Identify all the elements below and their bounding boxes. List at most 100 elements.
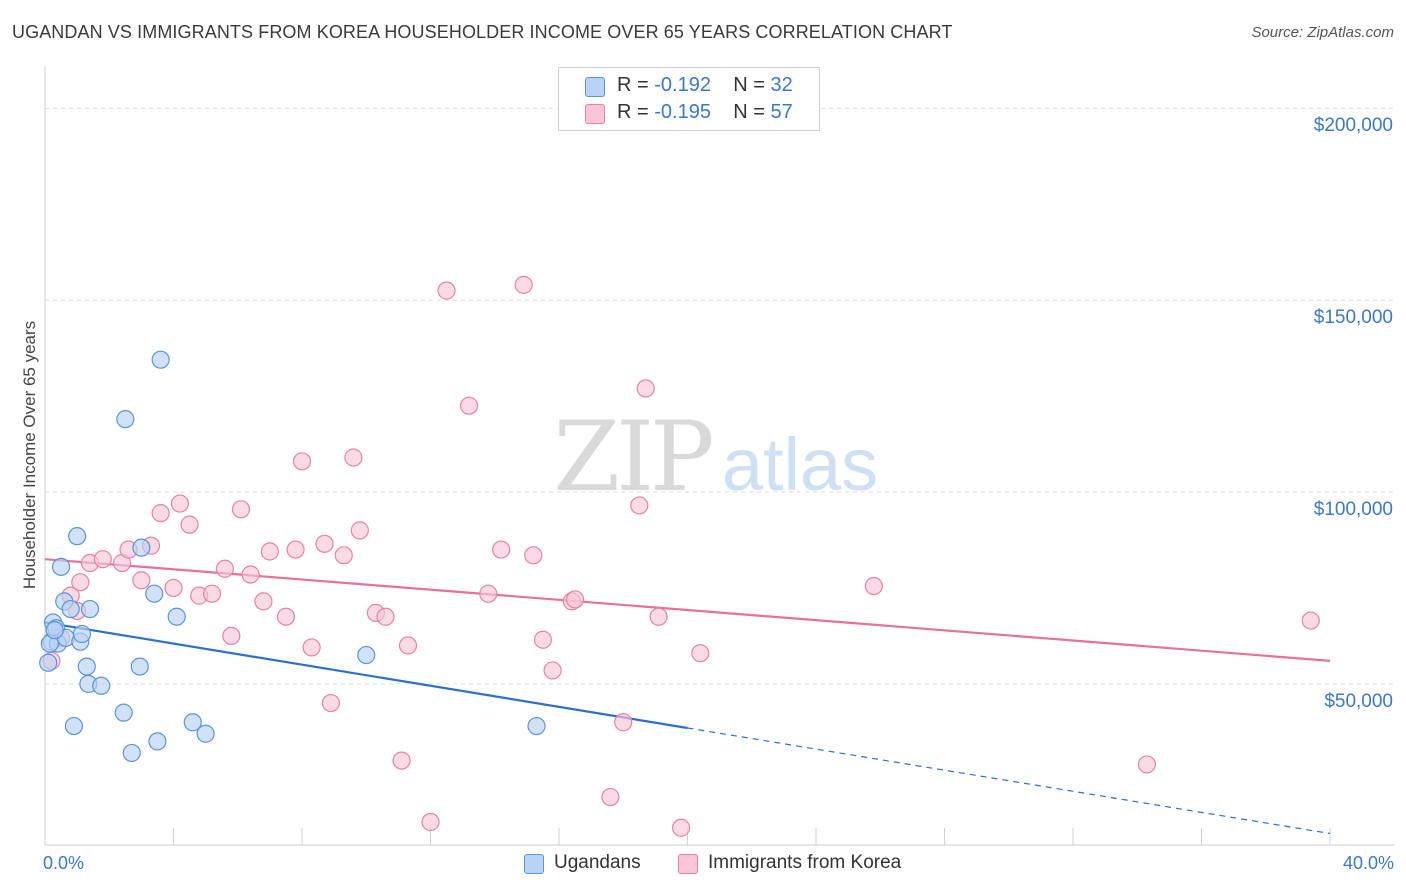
y-tick-label: $200,000 [1313,115,1393,137]
point-korea [231,500,251,519]
legend-n-value-korea: 57 [770,101,793,123]
point-korea [492,540,511,559]
correlation-legend: R = -0.192 N = 32 R = -0.195 N = 57 [558,67,820,131]
series-swatch-korea [678,854,698,874]
point-korea [321,693,341,713]
source-label: Source: ZipAtlas.com [1251,24,1394,41]
grid-lines [45,107,1395,685]
point-korea [164,578,183,598]
y-tick-label: $50,000 [1324,690,1393,712]
point-korea [260,542,279,561]
point-ugandans [77,657,96,676]
point-ugandans [116,410,135,429]
point-ugandans [196,724,215,743]
point-ugandans [183,713,202,732]
point-ugandans [145,584,164,603]
point-korea [864,576,883,596]
point-korea [614,713,633,732]
point-korea [636,379,655,398]
point-ugandans [68,527,87,546]
point-korea [334,546,353,565]
point-korea [543,661,562,680]
point-ugandans [148,732,167,751]
point-korea [630,496,649,515]
point-ugandans [39,653,58,672]
point-korea [533,630,553,649]
point-ugandans [92,676,111,695]
point-korea [1137,755,1156,774]
point-ugandans [357,645,376,665]
point-korea [350,521,369,540]
point-ugandans [45,621,64,640]
legend-r-value-ugandans: -0.192 [654,74,711,96]
chart-title: UGANDAN VS IMMIGRANTS FROM KOREA HOUSEHO… [12,22,953,42]
point-korea [292,452,312,471]
trend-line-ugandans [44,621,688,730]
trend-line-ugandans-projection [687,727,1331,835]
point-korea [93,550,112,569]
x-tick-label: 40.0% [1342,853,1394,873]
point-korea [286,540,305,559]
point-korea [479,584,498,603]
point-korea [241,565,260,584]
point-ugandans [132,538,151,557]
point-ugandans [80,599,100,619]
watermark-zip: ZIP [553,401,712,513]
point-ugandans [72,624,92,644]
point-korea [132,571,151,590]
point-korea [215,559,234,578]
point-korea [315,534,334,553]
point-korea [459,396,479,415]
y-axis-label: Householder Income Over 65 years [20,320,39,590]
y-tick-label: $150,000 [1313,307,1393,329]
point-korea [671,818,691,837]
point-korea [524,546,543,565]
trend-lines [44,558,1331,835]
axes [44,66,1395,846]
point-korea [376,607,395,626]
legend-r-label: R = [617,74,649,96]
watermark-atlas: atlas [722,423,878,506]
point-korea [202,584,222,603]
point-ugandans [151,350,170,369]
data-points [39,275,1320,837]
legend-r-value-korea: -0.195 [654,101,711,123]
point-ugandans [122,743,141,763]
point-korea [344,448,363,467]
point-korea [421,812,440,832]
point-korea [222,626,241,646]
point-korea [170,494,190,513]
trend-line-korea [44,558,1331,662]
point-ugandans [61,599,80,619]
y-tick-label: $100,000 [1313,499,1393,521]
point-korea [514,275,533,294]
series-name-korea: Immigrants from Korea [708,852,902,873]
x-tick-label: 0.0% [43,853,85,873]
legend-n-value-ugandans: 32 [770,74,793,96]
point-korea [437,281,456,300]
series-swatch-ugandans [524,854,544,874]
point-ugandans [51,557,71,576]
series-name-ugandans: Ugandans [554,852,641,873]
point-ugandans [167,607,186,626]
point-ugandans [114,703,133,722]
point-korea [1301,611,1320,630]
point-korea [180,515,199,534]
point-korea [649,607,668,626]
point-ugandans [64,716,84,736]
point-korea [691,644,710,663]
point-korea [398,636,418,655]
legend-r-label: R = [617,101,649,123]
point-korea [71,573,90,592]
legend-swatch-blue [585,77,605,97]
watermark: ZIP atlas [553,401,878,513]
point-korea [276,607,296,626]
point-korea [392,751,411,770]
point-korea [302,638,321,657]
legend-n-label: N = [733,101,765,123]
point-korea [254,592,273,611]
point-ugandans [527,716,546,736]
point-ugandans [130,657,149,676]
point-korea [151,504,170,523]
